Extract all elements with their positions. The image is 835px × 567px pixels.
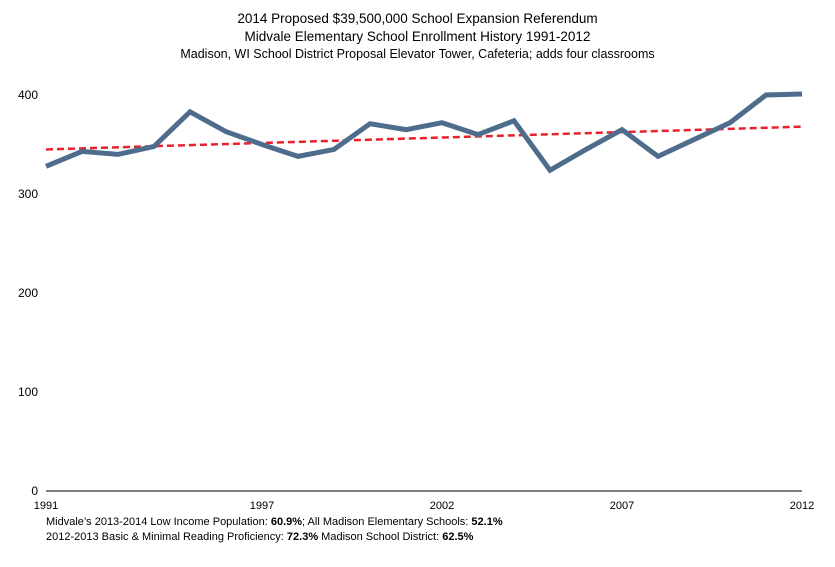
footer-line-2-mid: Madison School District: xyxy=(318,531,443,543)
chart-subtitle-2: Madison, WI School District Proposal Ele… xyxy=(180,47,655,61)
x-tick-label: 2007 xyxy=(610,500,634,512)
series-line-enrollment xyxy=(45,91,803,174)
y-tick-label: 200 xyxy=(18,286,38,300)
footer-line-2-value-1: 72.3% xyxy=(286,531,319,543)
x-tick-label: 1991 xyxy=(34,500,58,512)
chart-subtitle: Midvale Elementary School Enrollment His… xyxy=(244,29,591,44)
chart-title-block: 2014 Proposed $39,500,000 School Expansi… xyxy=(0,10,835,63)
footer-line-2-value-2: 62.5% xyxy=(442,531,474,543)
trendline xyxy=(45,125,803,151)
chart-title: 2014 Proposed $39,500,000 School Expansi… xyxy=(237,11,598,26)
x-tick-label: 1997 xyxy=(250,500,274,512)
footer-line-2: 2012-2013 Basic & Minimal Reading Profic… xyxy=(46,530,503,545)
footer-line-1-value-1: 60.9% xyxy=(270,516,303,528)
x-tick-label: 2012 xyxy=(790,500,814,512)
y-tick-label: 400 xyxy=(18,88,38,102)
footer-line-2-text: 2012-2013 Basic & Minimal Reading Profic… xyxy=(46,531,287,543)
footer-notes: Midvale’s 2013-2014 Low Income Populatio… xyxy=(46,515,503,545)
footer-line-1-text: Midvale’s 2013-2014 Low Income Populatio… xyxy=(46,516,271,528)
footer-line-1-mid: ; All Madison Elementary Schools: xyxy=(302,516,472,528)
y-tick-label: 100 xyxy=(18,385,38,399)
y-tick-label: 300 xyxy=(18,187,38,201)
footer-line-1-value-2: 52.1% xyxy=(471,516,503,528)
footer-line-1: Midvale’s 2013-2014 Low Income Populatio… xyxy=(46,515,503,530)
x-tick-label: 2002 xyxy=(430,500,454,512)
y-tick-label: 0 xyxy=(31,484,38,498)
